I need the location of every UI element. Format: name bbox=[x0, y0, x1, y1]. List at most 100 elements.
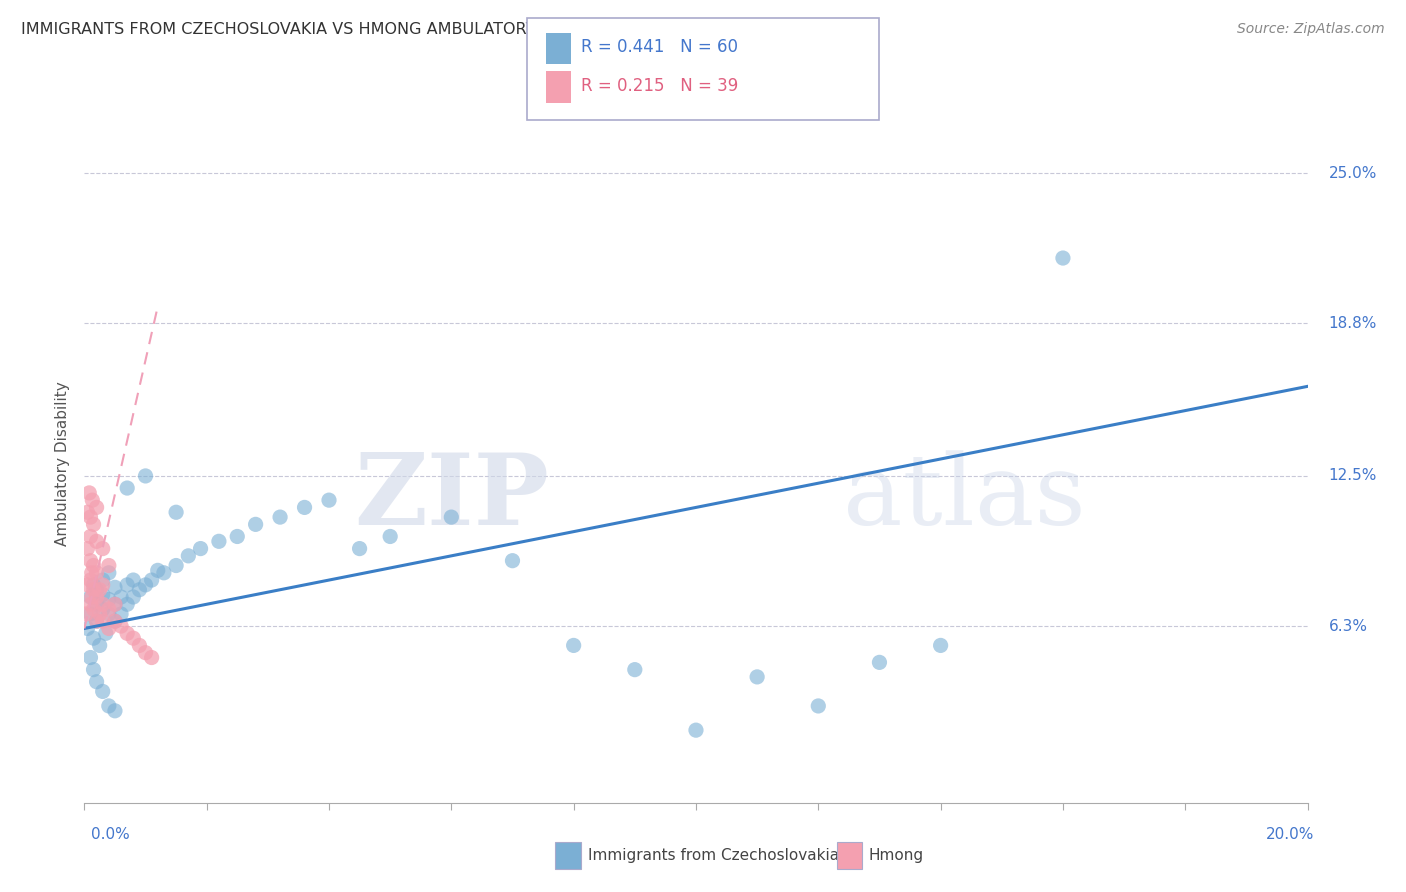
Point bbox=[86, 500, 108, 515]
Text: 6.3%: 6.3% bbox=[1329, 618, 1368, 633]
Point bbox=[269, 510, 291, 524]
Point bbox=[83, 578, 105, 592]
Point bbox=[104, 580, 127, 594]
Point bbox=[747, 670, 769, 684]
Text: atlas: atlas bbox=[842, 450, 1085, 546]
Point bbox=[83, 558, 105, 573]
Point bbox=[349, 541, 371, 556]
Point bbox=[115, 481, 138, 495]
Point bbox=[122, 573, 145, 587]
Text: R = 0.215   N = 39: R = 0.215 N = 39 bbox=[581, 77, 738, 95]
Point bbox=[79, 650, 101, 665]
Point bbox=[135, 646, 157, 660]
Text: 25.0%: 25.0% bbox=[1329, 166, 1376, 181]
Point bbox=[807, 698, 830, 713]
Point bbox=[97, 698, 120, 713]
Point bbox=[502, 554, 524, 568]
Text: 12.5%: 12.5% bbox=[1329, 468, 1376, 483]
Point bbox=[79, 597, 101, 611]
Point bbox=[97, 602, 120, 616]
Point bbox=[86, 534, 108, 549]
Point bbox=[226, 529, 249, 543]
Point bbox=[91, 684, 114, 698]
Point bbox=[380, 529, 402, 543]
Point bbox=[104, 614, 127, 628]
Point bbox=[122, 590, 145, 604]
Point bbox=[294, 500, 316, 515]
Point bbox=[110, 590, 132, 604]
Point bbox=[165, 505, 187, 519]
Point bbox=[128, 582, 150, 597]
Point bbox=[79, 573, 101, 587]
Point bbox=[141, 573, 163, 587]
Point bbox=[86, 674, 108, 689]
Point bbox=[83, 663, 105, 677]
Text: Source: ZipAtlas.com: Source: ZipAtlas.com bbox=[1237, 22, 1385, 37]
Text: 18.8%: 18.8% bbox=[1329, 316, 1376, 331]
Point bbox=[83, 517, 105, 532]
Point bbox=[76, 578, 98, 592]
Point bbox=[135, 578, 157, 592]
Point bbox=[86, 614, 108, 628]
Point bbox=[104, 704, 127, 718]
Text: IMMIGRANTS FROM CZECHOSLOVAKIA VS HMONG AMBULATORY DISABILITY CORRELATION CHART: IMMIGRANTS FROM CZECHOSLOVAKIA VS HMONG … bbox=[21, 22, 807, 37]
Point bbox=[97, 622, 120, 636]
Point bbox=[75, 607, 97, 621]
Point bbox=[110, 607, 132, 621]
Y-axis label: Ambulatory Disability: Ambulatory Disability bbox=[55, 382, 70, 546]
Point bbox=[104, 597, 127, 611]
Point bbox=[79, 590, 101, 604]
Point bbox=[245, 517, 267, 532]
Point bbox=[79, 529, 101, 543]
Point bbox=[115, 626, 138, 640]
Point bbox=[79, 510, 101, 524]
Point bbox=[86, 590, 108, 604]
Point bbox=[79, 554, 101, 568]
Point bbox=[89, 582, 111, 597]
Point bbox=[115, 578, 138, 592]
Point bbox=[869, 656, 891, 670]
Point bbox=[83, 631, 105, 645]
Point bbox=[141, 650, 163, 665]
Text: R = 0.441   N = 60: R = 0.441 N = 60 bbox=[581, 38, 738, 56]
Point bbox=[685, 723, 707, 738]
Text: Hmong: Hmong bbox=[869, 848, 924, 863]
Point bbox=[146, 563, 169, 577]
Point bbox=[86, 566, 108, 580]
Point bbox=[91, 597, 114, 611]
Point bbox=[77, 486, 100, 500]
Point bbox=[91, 573, 114, 587]
Point bbox=[624, 663, 647, 677]
Point bbox=[318, 493, 340, 508]
Point bbox=[97, 566, 120, 580]
Point bbox=[177, 549, 200, 563]
Point bbox=[104, 597, 127, 611]
Point bbox=[83, 582, 105, 597]
Point bbox=[135, 469, 157, 483]
Point bbox=[91, 614, 114, 628]
Point bbox=[128, 639, 150, 653]
Text: 0.0%: 0.0% bbox=[91, 827, 131, 841]
Point bbox=[76, 541, 98, 556]
Point bbox=[91, 602, 114, 616]
Point bbox=[91, 588, 114, 602]
Point bbox=[97, 558, 120, 573]
Point bbox=[122, 631, 145, 645]
Point bbox=[79, 607, 101, 621]
Point bbox=[86, 614, 108, 628]
Point bbox=[94, 626, 117, 640]
Point bbox=[86, 582, 108, 597]
Point bbox=[440, 510, 463, 524]
Point bbox=[165, 558, 187, 573]
Point bbox=[97, 592, 120, 607]
Point bbox=[562, 639, 585, 653]
Point bbox=[86, 597, 108, 611]
Point bbox=[82, 493, 104, 508]
Point bbox=[83, 602, 105, 616]
Point bbox=[929, 639, 952, 653]
Point bbox=[97, 607, 120, 621]
Point bbox=[104, 614, 127, 628]
Point bbox=[153, 566, 176, 580]
Text: 20.0%: 20.0% bbox=[1267, 827, 1315, 841]
Point bbox=[89, 639, 111, 653]
